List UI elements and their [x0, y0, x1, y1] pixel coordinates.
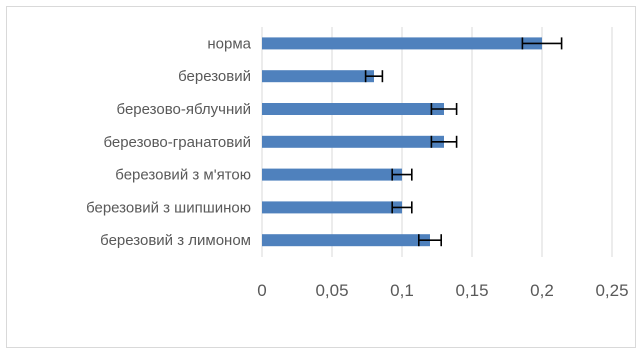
category-label: березово-гранатовий: [103, 134, 251, 151]
error-bar: [364, 70, 384, 83]
x-tick-label: 0,15: [455, 281, 488, 300]
x-tick-label: 0,2: [530, 281, 554, 300]
grid-lines: [261, 27, 613, 257]
bar: [262, 201, 402, 214]
category-label: березовий з шипшиною: [86, 199, 251, 216]
x-tick-label: 0,1: [390, 281, 414, 300]
error-bars: [364, 37, 563, 247]
category-label: березовий з лимоном: [100, 232, 251, 249]
bar: [262, 70, 374, 83]
error-bar: [417, 234, 443, 247]
error-bar: [430, 103, 458, 115]
bar: [262, 103, 444, 115]
bars: [262, 37, 542, 247]
category-label: березовий: [178, 68, 251, 85]
error-bar: [430, 135, 458, 148]
category-labels: норма березовий березово-яблучний березово-…: [86, 35, 252, 249]
x-tick-label: 0,05: [315, 281, 348, 300]
x-tick-labels: 0 0,05 0,1 0,15 0,2 0,25: [257, 281, 628, 300]
bar: [262, 234, 430, 247]
error-bar: [391, 201, 413, 214]
bar: [262, 135, 444, 148]
x-tick-label: 0: [257, 281, 266, 300]
error-bar: [521, 37, 563, 50]
category-label: норма: [207, 35, 251, 52]
category-label: березово-яблучний: [117, 101, 251, 118]
x-tick-label: 0,25: [595, 281, 628, 300]
error-bar: [391, 168, 413, 181]
bar: [262, 37, 542, 50]
category-label: березовий з м'ятою: [115, 167, 251, 184]
bar: [262, 168, 402, 181]
